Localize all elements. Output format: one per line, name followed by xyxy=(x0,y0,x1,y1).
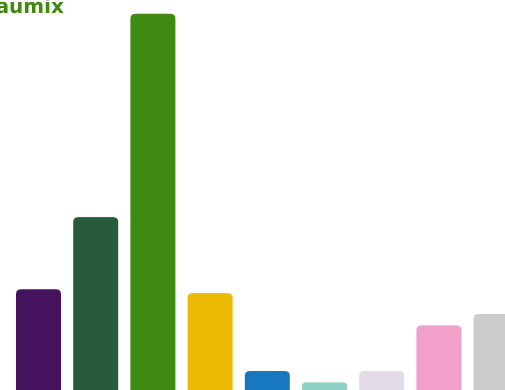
bar-5 xyxy=(244,371,290,390)
bar-7 xyxy=(359,371,405,390)
bars-group xyxy=(16,13,505,390)
chart-title: eaumix xyxy=(0,0,64,18)
bar-8 xyxy=(416,325,462,390)
bar-2 xyxy=(73,217,119,390)
bar-6 xyxy=(302,382,347,390)
bar-3 xyxy=(130,13,176,390)
bar-9 xyxy=(473,314,505,390)
bar-1 xyxy=(16,289,61,390)
bar-4 xyxy=(187,293,233,390)
